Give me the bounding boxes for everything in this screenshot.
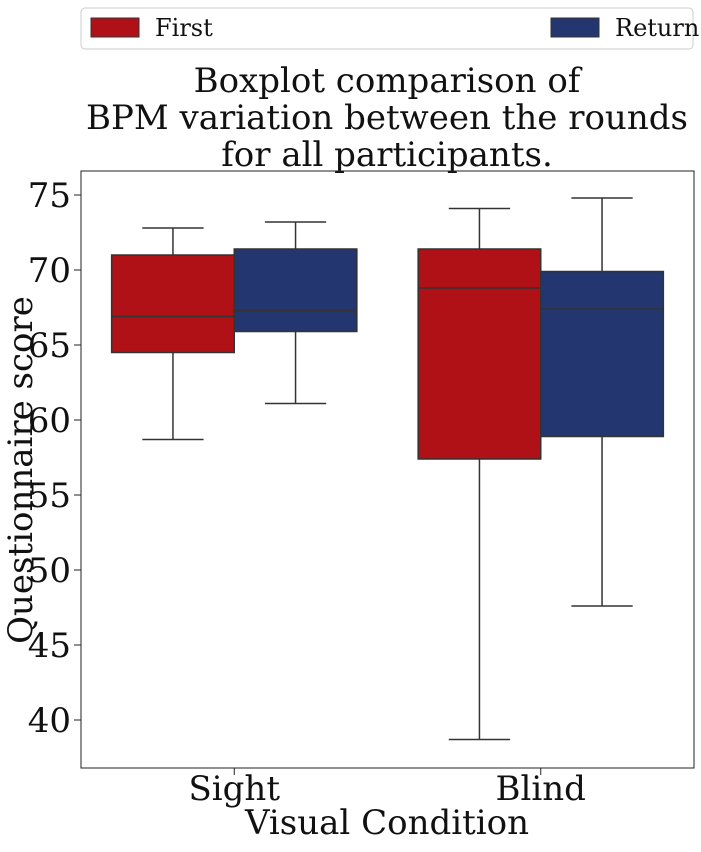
box-first-blind: [417, 207, 542, 741]
x-axis: Sight Blind: [189, 768, 586, 809]
y-tick-label: 70: [28, 251, 71, 291]
legend-label-first: First: [155, 14, 213, 42]
legend-label-return: Return: [615, 14, 699, 42]
box-return-blind: [540, 197, 665, 607]
y-tick-label: 55: [28, 476, 71, 516]
y-tick-label: 60: [28, 401, 71, 441]
legend-frame: [80, 7, 694, 50]
title-line-1: Boxplot comparison of: [194, 61, 583, 101]
y-tick-label: 75: [28, 176, 71, 216]
y-tick-label: 65: [28, 326, 71, 366]
iqr-box: [110, 254, 235, 354]
legend-swatch-first: [90, 17, 140, 38]
y-tick-label: 50: [28, 551, 71, 591]
iqr-box: [417, 248, 542, 460]
y-tick-label: 45: [28, 626, 71, 666]
box-first-sight: [110, 227, 235, 441]
iqr-box: [540, 270, 665, 438]
box-return-sight: [233, 221, 358, 405]
legend: First Return: [80, 7, 699, 50]
chart-title: Boxplot comparison of BPM variation betw…: [86, 61, 688, 175]
title-line-3: for all participants.: [221, 135, 553, 175]
y-tick-label: 40: [28, 701, 71, 741]
x-tick-label: Sight: [189, 769, 281, 809]
y-axis: 40 45 50 55 60 65 70 75: [28, 176, 81, 741]
box-series: [110, 197, 665, 741]
plot-area-frame: [80, 170, 695, 769]
x-tick-label: Blind: [496, 769, 586, 809]
iqr-box: [233, 248, 358, 333]
title-line-2: BPM variation between the rounds: [86, 98, 688, 138]
x-axis-label: Visual Condition: [244, 803, 529, 843]
y-axis-label: Questionnaire score: [1, 296, 41, 644]
legend-swatch-return: [550, 17, 600, 38]
